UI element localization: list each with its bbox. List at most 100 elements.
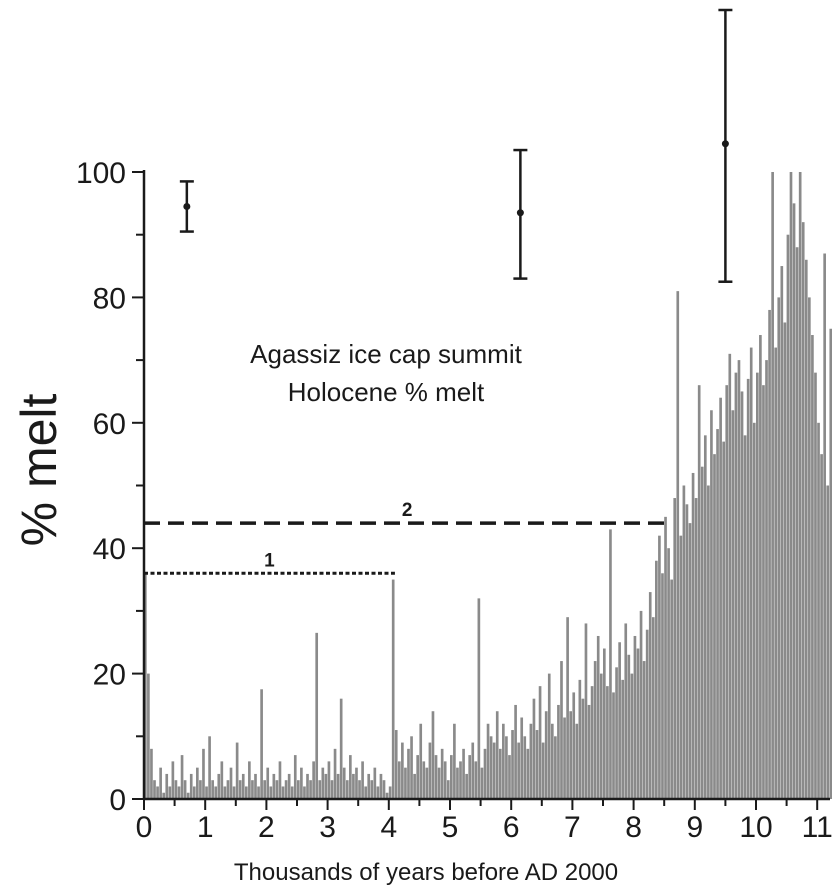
melt-bar [609, 529, 612, 799]
melt-bar [379, 773, 383, 799]
melt-bar [716, 429, 719, 799]
melt-bar [670, 579, 673, 799]
melt-bar [538, 686, 542, 799]
melt-bar [376, 786, 380, 799]
x-tick-label: 1 [197, 811, 214, 844]
melt-bar [165, 773, 169, 799]
y-tick-label: 100 [76, 157, 126, 190]
melt-bar [468, 755, 472, 799]
melt-bar [336, 773, 340, 799]
melt-bar [489, 736, 493, 799]
melt-bar [759, 335, 762, 799]
melt-bar [596, 635, 600, 799]
melt-bar [756, 372, 759, 799]
melt-bar [526, 748, 530, 799]
melt-bar [260, 689, 263, 799]
x-tick-label: 10 [739, 811, 772, 844]
melt-bar [725, 385, 729, 799]
melt-bar [153, 780, 156, 799]
x-tick-label: 9 [686, 811, 703, 844]
y-ticks: 0 20 40 60 80 100 [76, 157, 144, 817]
melt-bar [358, 780, 361, 799]
melt-bar [685, 504, 689, 799]
melt-bar [471, 742, 475, 799]
error-bar-point [183, 202, 191, 210]
melt-bar [345, 780, 349, 799]
melt-bar [477, 598, 481, 799]
x-tick-label: 3 [319, 811, 336, 844]
melt-bar [205, 786, 208, 799]
melt-bar [303, 786, 306, 799]
melt-bar [661, 573, 664, 799]
melt-bar [397, 761, 401, 799]
melt-bar [550, 723, 554, 799]
melt-bar [370, 780, 374, 799]
melt-bar [474, 761, 478, 799]
melt-bar [624, 623, 628, 799]
melt-bar [318, 780, 322, 799]
melt-bar [483, 748, 487, 799]
melt-bar [569, 711, 572, 799]
melt-bar [339, 698, 343, 799]
melt-bar [664, 516, 667, 799]
melt-bar [349, 755, 352, 799]
melt-bar [829, 328, 832, 799]
melt-bar [208, 736, 211, 799]
melt-bar [627, 654, 631, 799]
melt-bar [257, 786, 260, 799]
melt-bar [688, 523, 692, 799]
melt-bar [168, 786, 172, 799]
melt-bar [603, 648, 606, 799]
melt-bar [459, 761, 462, 799]
y-tick-label: 20 [93, 659, 126, 692]
melt-bar [789, 172, 793, 799]
melt-bar [606, 686, 609, 799]
melt-bar [309, 780, 312, 799]
melt-bar [306, 773, 309, 799]
melt-bar [746, 378, 750, 799]
melt-bar [401, 742, 404, 799]
melt-bar [211, 780, 214, 799]
melt-bar [532, 698, 536, 799]
melt-bar [697, 385, 701, 799]
melt-bar [514, 704, 517, 799]
error-bar-point [516, 209, 524, 217]
melt-bar [428, 742, 432, 799]
melt-bar [752, 422, 756, 799]
melt-bar [419, 723, 423, 799]
melt-bar [324, 773, 328, 799]
melt-bar [731, 410, 735, 799]
melt-bar [183, 780, 187, 799]
melt-bar [783, 322, 787, 799]
x-tick-label: 6 [503, 811, 520, 844]
melt-bar [388, 786, 392, 799]
melt-bar [768, 309, 771, 799]
melt-bar [177, 786, 181, 799]
melt-bar [330, 780, 334, 799]
melt-bar [251, 780, 254, 799]
melt-bar [192, 786, 196, 799]
melt-bar [679, 535, 683, 799]
melt-bar [737, 360, 741, 799]
melt-bar [572, 692, 576, 799]
melt-bar [642, 661, 646, 799]
melt-bar [811, 335, 814, 799]
melt-bar [327, 761, 331, 799]
melt-bar [786, 234, 790, 799]
melt-bar [385, 792, 389, 799]
x-ticks: 0 1 2 3 4 5 6 7 8 9 10 11 [136, 799, 832, 844]
melt-bar [630, 673, 634, 799]
melt-bar [297, 780, 300, 799]
melt-bar [465, 773, 468, 799]
melt-bar [691, 472, 695, 799]
melt-bar [450, 755, 453, 799]
melt-bar [511, 730, 514, 799]
melt-bar [315, 632, 319, 799]
melt-bar [636, 648, 640, 799]
melt-bar [520, 717, 524, 799]
melt-bar [217, 773, 221, 799]
melt-bar [762, 385, 765, 799]
melt-bar [202, 748, 205, 799]
melt-bar [719, 397, 722, 799]
melt-bar [676, 291, 680, 799]
